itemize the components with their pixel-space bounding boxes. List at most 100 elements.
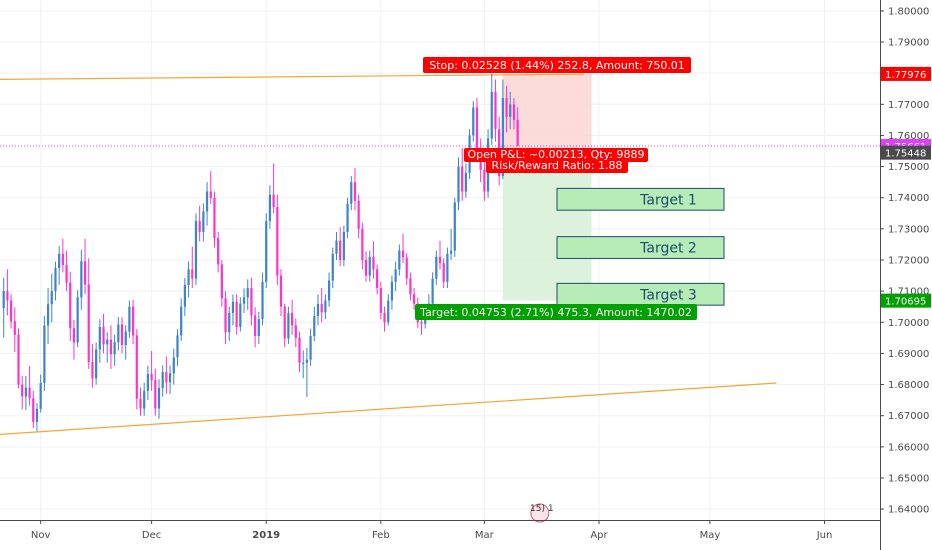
candle-body xyxy=(342,231,345,260)
y-tick-label: 1.80000 xyxy=(888,6,929,17)
target-summary-label: Target: 0.04753 (2.71%) 475.3, Amount: 1… xyxy=(419,306,692,319)
candle-body xyxy=(165,372,168,383)
candle-body xyxy=(95,349,98,379)
candle-body xyxy=(364,260,368,276)
candle-body xyxy=(220,264,223,299)
candle-body xyxy=(39,382,42,409)
entry-price-tag: 1.75448 xyxy=(885,149,926,160)
x-tick-label: 2019 xyxy=(252,530,280,541)
candle-body xyxy=(420,322,423,324)
y-tick-label: 1.75000 xyxy=(888,162,929,173)
candle-body xyxy=(350,182,353,204)
candle-body xyxy=(250,288,253,316)
candle-body xyxy=(242,297,246,304)
candle-body xyxy=(132,306,135,336)
candle-body xyxy=(2,291,5,309)
candle-body xyxy=(494,91,497,130)
candle-body xyxy=(490,91,493,139)
candle-body xyxy=(168,373,172,383)
candle-body xyxy=(102,326,105,345)
candle-body xyxy=(512,104,516,120)
target-price-tag: 1.70695 xyxy=(885,297,926,308)
candle-body xyxy=(180,306,183,336)
target-price-tag-bg xyxy=(881,293,931,308)
candle-body xyxy=(453,202,456,251)
candle-body xyxy=(287,312,290,339)
stop-price-tag-bg xyxy=(881,66,931,81)
candle-body xyxy=(205,191,209,212)
stop-label-bg xyxy=(423,57,691,73)
x-tick-label: May xyxy=(700,530,721,541)
candle-body xyxy=(276,207,279,276)
candle-body xyxy=(72,328,76,343)
candle-body xyxy=(17,334,20,385)
candle-body xyxy=(254,315,257,336)
candle-body xyxy=(305,359,308,363)
x-tick-label: Apr xyxy=(590,530,608,541)
candle-body xyxy=(113,342,116,355)
candle-body xyxy=(313,316,316,336)
grid xyxy=(0,0,880,520)
candle-body xyxy=(124,331,127,346)
candle-body xyxy=(128,306,131,332)
y-tick-label: 1.72000 xyxy=(888,256,929,267)
candle-body xyxy=(109,339,113,355)
target-label: Target 1 xyxy=(639,192,697,208)
candle-body xyxy=(76,297,79,343)
candle-body xyxy=(46,304,50,326)
candle-body xyxy=(316,303,320,317)
candle-body xyxy=(161,372,164,388)
candle-body xyxy=(13,321,16,335)
candle-body xyxy=(283,306,286,339)
candle-body xyxy=(143,390,146,409)
candle-body xyxy=(449,250,453,254)
time-axis[interactable]: Nov Dec 2019 Feb Mar Apr May Jun xyxy=(0,520,880,541)
candle-body xyxy=(331,253,334,281)
candle-body xyxy=(438,256,442,264)
event-marker-label: 15) 1 xyxy=(530,504,554,514)
candle-body xyxy=(106,339,109,345)
candle-body xyxy=(261,281,264,320)
stop-zone xyxy=(502,73,592,153)
candle-body xyxy=(187,269,190,285)
candle-body xyxy=(6,291,9,301)
candle-body xyxy=(346,203,349,232)
candle-body xyxy=(83,261,87,285)
candle-body xyxy=(294,325,297,338)
y-tick-label: 1.69000 xyxy=(888,349,929,360)
candle-body xyxy=(265,221,268,282)
candle-body xyxy=(176,335,179,358)
candle-body xyxy=(120,324,124,346)
candle-body xyxy=(435,256,438,279)
candle-body xyxy=(483,169,486,192)
candle-body xyxy=(146,373,150,391)
candle-body xyxy=(368,256,371,276)
candle-body xyxy=(361,228,364,260)
risk-reward-label: Risk/Reward Ratio: 1.88 xyxy=(492,159,623,172)
candle-body xyxy=(324,300,327,313)
candle-body xyxy=(80,261,83,298)
candle-body xyxy=(257,319,260,336)
price-axis[interactable]: 1.800001.790001.780001.770001.760001.750… xyxy=(880,0,931,550)
candle-body xyxy=(376,269,379,289)
candle-body xyxy=(217,238,220,265)
candle-body xyxy=(24,387,27,397)
y-tick-label: 1.65000 xyxy=(888,473,929,484)
candle-body xyxy=(475,107,479,148)
candle-body xyxy=(135,335,138,399)
candle-body xyxy=(87,284,90,362)
candle-body xyxy=(32,398,35,422)
y-tick-label: 1.77000 xyxy=(888,100,929,111)
candle-body xyxy=(61,253,64,265)
candle-body xyxy=(157,387,161,409)
candle-body xyxy=(383,312,386,323)
candle-body xyxy=(21,384,24,397)
candle-body xyxy=(390,281,394,301)
candle-body xyxy=(65,264,68,283)
candle-body xyxy=(198,221,201,232)
candle-body xyxy=(353,182,357,201)
y-tick-label: 1.71000 xyxy=(888,287,929,298)
trendline xyxy=(0,382,777,435)
risk-reward-label-bg xyxy=(486,160,628,173)
